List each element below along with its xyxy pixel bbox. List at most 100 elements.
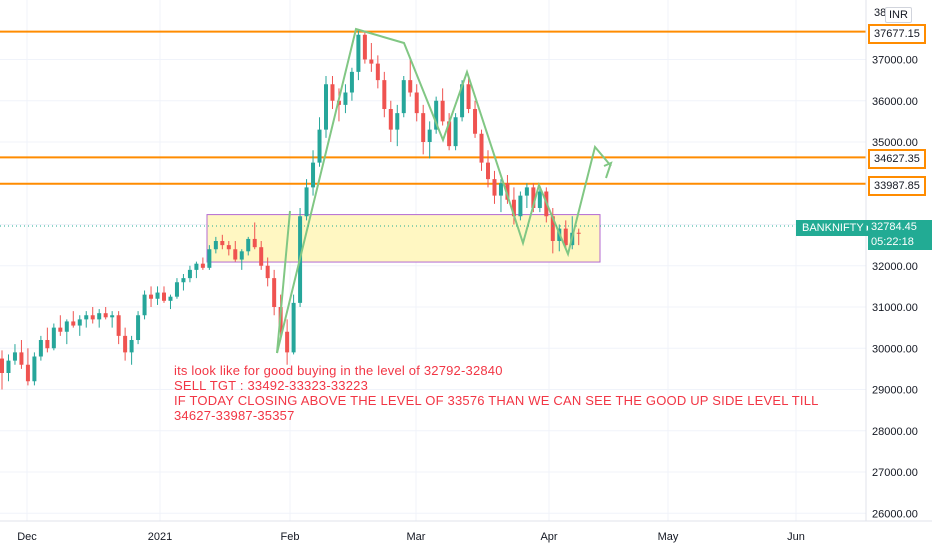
candle — [479, 129, 484, 171]
candle — [226, 241, 231, 256]
y-tick-label: 31000.00 — [872, 302, 918, 314]
candle — [103, 307, 108, 320]
candle — [311, 150, 316, 196]
candle — [84, 311, 89, 328]
candle — [194, 261, 199, 279]
candle — [285, 319, 290, 365]
candle — [136, 311, 141, 345]
candle — [401, 76, 406, 118]
y-tick-label: 30000.00 — [872, 343, 918, 355]
candle — [434, 96, 439, 134]
pattern-line[interactable] — [603, 161, 613, 179]
candle — [162, 286, 166, 303]
x-tick-label: Jun — [787, 531, 805, 543]
candle — [518, 191, 523, 221]
candle — [447, 113, 452, 151]
candle — [64, 319, 69, 345]
candle — [181, 274, 186, 291]
y-tick-label: 26000.00 — [872, 508, 918, 520]
candle — [272, 269, 277, 316]
note-line-3: IF TODAY CLOSING ABOVE THE LEVEL OF 3357… — [174, 393, 819, 408]
y-tick-label: 28000.00 — [872, 426, 918, 438]
x-tick-label: Apr — [540, 531, 557, 543]
candle — [369, 43, 374, 72]
candle — [421, 104, 426, 155]
candle — [19, 340, 24, 369]
analysis-note: its look like for good buying in the lev… — [174, 363, 819, 423]
note-line-2: SELL TGT : 33492-33323-33223 — [174, 378, 368, 393]
candle — [58, 315, 63, 336]
candle — [362, 30, 367, 64]
bar-countdown: 05:22:18 — [871, 236, 914, 248]
candle — [524, 183, 529, 208]
candle — [12, 344, 17, 365]
candle — [304, 179, 309, 221]
last-price-value: 32784.45 — [871, 221, 917, 233]
candle — [317, 117, 322, 167]
pattern-line[interactable] — [276, 27, 612, 354]
candle — [129, 335, 134, 365]
candle — [97, 309, 102, 328]
y-tick-top: 38 — [874, 7, 886, 19]
candle — [71, 311, 76, 328]
candle — [51, 323, 56, 351]
level-price-tag: 33987.85 — [868, 175, 926, 196]
last-price-tag: 32784.45 05:22:18 — [868, 220, 932, 250]
candle — [427, 121, 432, 159]
candle — [213, 236, 218, 254]
candle — [168, 294, 173, 310]
candle — [200, 257, 205, 270]
pattern-line[interactable] — [276, 210, 291, 354]
x-tick-label: Feb — [281, 531, 300, 543]
candle — [349, 67, 354, 101]
candle — [90, 307, 95, 324]
candle — [466, 76, 471, 114]
candle — [324, 76, 328, 138]
candle — [77, 315, 82, 336]
note-line-1: its look like for good buying in the lev… — [174, 363, 503, 378]
candle — [473, 100, 478, 138]
x-tick-label: May — [658, 531, 679, 543]
y-tick-label: 32000.00 — [872, 261, 918, 273]
candle — [123, 327, 128, 361]
y-tick-label: 29000.00 — [872, 385, 918, 397]
candle — [382, 71, 387, 118]
candle — [265, 257, 270, 287]
candle — [110, 311, 115, 328]
candle — [453, 113, 458, 151]
consolidation-zone — [206, 214, 601, 263]
y-tick-label: 37000.00 — [872, 55, 918, 67]
candle — [408, 59, 413, 97]
candle — [142, 290, 147, 320]
currency-label[interactable]: INR — [885, 7, 912, 23]
x-tick-label: Mar — [407, 531, 426, 543]
candle — [25, 348, 30, 386]
note-line-4: 34627-33987-35357 — [174, 408, 295, 423]
candle — [414, 84, 419, 122]
candle — [6, 354, 11, 382]
candle — [356, 30, 361, 81]
candle — [174, 278, 179, 299]
y-tick-label: 35000.00 — [872, 137, 918, 149]
candle — [505, 175, 510, 204]
candle — [440, 88, 445, 126]
candle — [486, 150, 490, 188]
symbol-tag[interactable]: BANKNIFTY ▸ — [796, 220, 879, 236]
candle — [563, 220, 568, 250]
candle — [32, 352, 37, 386]
candle — [498, 179, 503, 213]
candle — [576, 228, 581, 246]
candle — [233, 241, 238, 262]
x-tick-label: Dec — [17, 531, 37, 543]
candle — [149, 286, 154, 307]
candle — [537, 187, 542, 213]
x-tick-label: 2021 — [148, 531, 172, 543]
candle — [38, 335, 43, 361]
candle — [220, 234, 225, 250]
candle — [0, 350, 4, 390]
candle — [45, 327, 50, 353]
candle — [252, 222, 257, 250]
symbol-name: BANKNIFTY — [802, 222, 864, 234]
candle — [375, 55, 380, 89]
